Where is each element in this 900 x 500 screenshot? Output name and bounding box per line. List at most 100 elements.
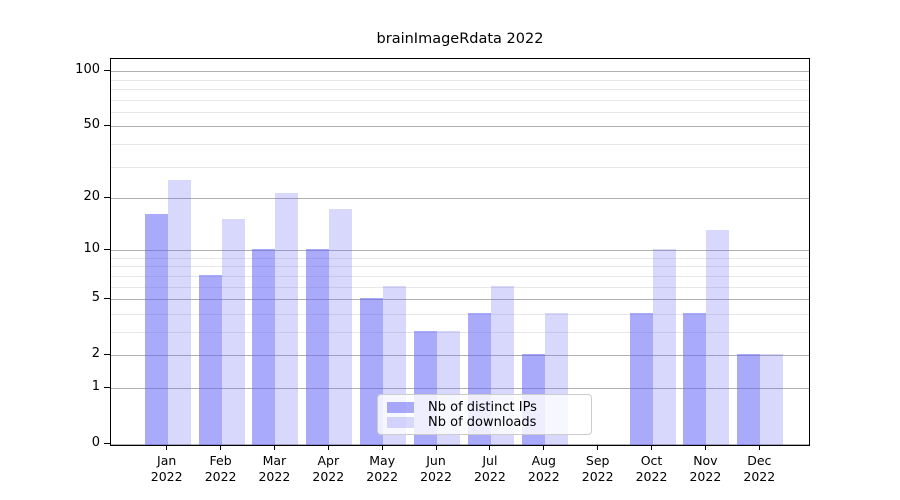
plot-area: Nb of distinct IPs Nb of downloads bbox=[110, 58, 810, 446]
y-axis-tick bbox=[104, 298, 110, 299]
x-axis-tick bbox=[381, 446, 383, 450]
y-axis-tick bbox=[104, 125, 110, 127]
month-label: Jan bbox=[157, 453, 177, 468]
legend-row: Nb of distinct IPs bbox=[387, 400, 582, 415]
year-label: 2022 bbox=[312, 469, 345, 484]
minor-gridline bbox=[111, 111, 809, 113]
month-label: Sep bbox=[585, 453, 610, 468]
minor-gridline bbox=[111, 88, 809, 90]
bar-nb-of-downloads-nov bbox=[706, 229, 730, 445]
month-label: Dec bbox=[747, 453, 772, 468]
legend-label: Nb of downloads bbox=[428, 415, 537, 430]
legend-swatch-icon bbox=[387, 417, 414, 428]
bar-nb-of-distinct-ips-jan bbox=[144, 214, 168, 445]
x-tick-label-aug: Aug 2022 bbox=[512, 453, 576, 485]
x-tick-label-may: May 2022 bbox=[350, 453, 414, 485]
year-label: 2022 bbox=[366, 469, 399, 484]
y-axis-tick bbox=[104, 442, 110, 444]
year-label: 2022 bbox=[689, 469, 722, 484]
x-tick-label-jan: Jan 2022 bbox=[135, 453, 199, 485]
minor-gridline bbox=[111, 99, 809, 101]
bar-nb-of-distinct-ips-nov bbox=[683, 312, 707, 445]
month-label: May bbox=[369, 453, 396, 468]
x-axis-tick bbox=[166, 446, 168, 450]
y-tick-label: 2 bbox=[91, 346, 100, 361]
y-axis-tick bbox=[104, 70, 110, 72]
x-axis-tick bbox=[758, 446, 760, 450]
minor-gridline bbox=[111, 286, 809, 288]
bar-nb-of-downloads-dec bbox=[760, 354, 784, 445]
bar-nb-of-downloads-jan bbox=[167, 179, 191, 445]
bar-nb-of-distinct-ips-mar bbox=[252, 249, 276, 445]
year-label: 2022 bbox=[420, 469, 452, 484]
major-gridline bbox=[111, 387, 809, 389]
y-axis-tick bbox=[104, 196, 110, 198]
x-tick-label-mar: Mar 2022 bbox=[242, 453, 306, 485]
bar-nb-of-downloads-feb bbox=[221, 218, 245, 445]
y-tick-label: 10 bbox=[83, 241, 100, 257]
legend-row: Nb of downloads bbox=[387, 415, 582, 430]
major-gridline bbox=[111, 443, 809, 445]
minor-gridline bbox=[111, 166, 809, 168]
bar-nb-of-distinct-ips-oct bbox=[629, 312, 653, 445]
y-tick-label: 20 bbox=[83, 188, 100, 204]
x-axis-tick bbox=[489, 446, 491, 450]
major-gridline bbox=[111, 299, 809, 300]
minor-gridline bbox=[111, 331, 809, 333]
minor-gridline bbox=[111, 266, 809, 268]
minor-gridline bbox=[111, 313, 809, 315]
x-axis-tick bbox=[704, 446, 706, 450]
bar-nb-of-distinct-ips-feb bbox=[198, 274, 222, 445]
month-label: Oct bbox=[640, 453, 663, 468]
month-label: Nov bbox=[693, 453, 718, 468]
major-gridline bbox=[111, 355, 809, 356]
major-gridline bbox=[111, 250, 809, 252]
x-tick-label-feb: Feb 2022 bbox=[189, 453, 253, 485]
x-tick-label-jul: Jul 2022 bbox=[458, 453, 522, 485]
x-tick-label-dec: Dec 2022 bbox=[727, 453, 791, 485]
year-label: 2022 bbox=[743, 469, 776, 484]
minor-gridline bbox=[111, 143, 809, 145]
year-label: 2022 bbox=[527, 469, 560, 484]
legend-swatch-icon bbox=[387, 402, 414, 413]
year-label: 2022 bbox=[204, 469, 237, 484]
year-label: 2022 bbox=[150, 469, 183, 484]
y-tick-label: 1 bbox=[91, 378, 100, 394]
month-label: Jun bbox=[426, 453, 446, 468]
year-label: 2022 bbox=[635, 469, 668, 484]
y-axis-tick bbox=[104, 249, 110, 251]
y-tick-label: 50 bbox=[83, 117, 100, 133]
year-label: 2022 bbox=[581, 469, 614, 484]
month-label: Apr bbox=[317, 453, 340, 468]
x-tick-label-oct: Oct 2022 bbox=[620, 453, 684, 485]
y-tick-label: 0 bbox=[91, 434, 100, 450]
x-axis-tick bbox=[327, 446, 329, 450]
minor-gridline bbox=[111, 257, 809, 259]
x-tick-label-sep: Sep 2022 bbox=[566, 453, 630, 485]
bar-nb-of-distinct-ips-apr bbox=[306, 249, 330, 445]
month-label: Mar bbox=[262, 453, 287, 468]
month-label: Jul bbox=[482, 453, 498, 468]
x-axis-tick bbox=[651, 446, 652, 450]
bar-nb-of-distinct-ips-dec bbox=[737, 354, 761, 445]
bar-nb-of-downloads-mar bbox=[275, 193, 299, 445]
month-label: Aug bbox=[531, 453, 556, 468]
y-tick-label: 100 bbox=[75, 62, 100, 78]
major-gridline bbox=[111, 71, 809, 73]
x-tick-label-apr: Apr 2022 bbox=[296, 453, 360, 485]
x-axis-tick bbox=[220, 446, 222, 450]
y-axis-tick bbox=[104, 386, 110, 388]
chart-title: brainImageRdata 2022 bbox=[376, 31, 544, 47]
y-axis-tick bbox=[104, 354, 110, 355]
legend: Nb of distinct IPs Nb of downloads bbox=[377, 394, 592, 435]
major-gridline bbox=[111, 197, 809, 199]
minor-gridline bbox=[111, 275, 809, 277]
minor-gridline bbox=[111, 79, 809, 81]
x-axis-tick bbox=[597, 446, 599, 450]
bar-nb-of-downloads-oct bbox=[652, 249, 676, 445]
legend-label: Nb of distinct IPs bbox=[428, 400, 537, 415]
major-gridline bbox=[111, 126, 809, 128]
x-axis-tick bbox=[543, 446, 545, 450]
x-axis-tick bbox=[273, 446, 275, 450]
